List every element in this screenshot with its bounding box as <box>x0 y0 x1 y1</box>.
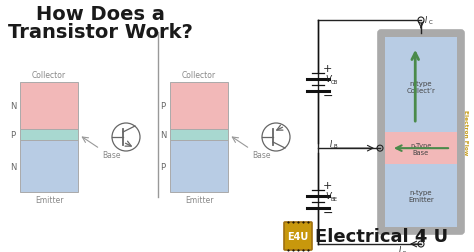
Text: Collector: Collector <box>182 71 216 80</box>
Bar <box>385 38 457 133</box>
Text: +: + <box>323 63 332 73</box>
Text: −: − <box>323 90 334 103</box>
Text: Transistor Work?: Transistor Work? <box>8 23 192 42</box>
Text: CB: CB <box>331 80 338 85</box>
FancyBboxPatch shape <box>378 31 464 234</box>
Bar <box>170 83 228 130</box>
Text: I: I <box>425 15 427 24</box>
Text: Base: Base <box>102 150 120 159</box>
Text: B: B <box>334 143 337 148</box>
Text: I: I <box>330 139 332 148</box>
Text: P: P <box>160 102 165 111</box>
Text: P: P <box>160 162 165 171</box>
Text: Emitter: Emitter <box>35 195 63 204</box>
Text: How Does a: How Does a <box>36 5 164 24</box>
FancyBboxPatch shape <box>284 222 312 250</box>
Bar <box>20 83 78 130</box>
Text: Emitter: Emitter <box>185 195 213 204</box>
Bar <box>385 133 457 165</box>
Text: Base: Base <box>252 150 271 159</box>
Text: n-type
Collect’r: n-type Collect’r <box>407 80 436 94</box>
Text: −: − <box>323 206 334 219</box>
Bar <box>170 141 228 192</box>
Text: I: I <box>399 245 401 252</box>
Text: N: N <box>160 131 166 140</box>
Text: E: E <box>403 250 406 252</box>
Bar <box>20 130 78 141</box>
Text: N: N <box>10 102 16 111</box>
Text: P: P <box>10 131 16 140</box>
Text: V: V <box>325 75 331 84</box>
Text: n-Type
Base: n-Type Base <box>410 142 432 155</box>
Text: V: V <box>325 191 331 200</box>
Bar <box>170 130 228 141</box>
Text: C: C <box>429 19 433 24</box>
Bar <box>20 141 78 192</box>
Text: Electrical 4 U: Electrical 4 U <box>315 227 448 245</box>
Text: +: + <box>323 180 332 190</box>
Text: Collector: Collector <box>32 71 66 80</box>
Bar <box>385 165 457 227</box>
Text: Electron Flow: Electron Flow <box>464 110 468 155</box>
Text: N: N <box>10 162 16 171</box>
Text: n-type
Emitter: n-type Emitter <box>408 189 434 203</box>
Text: E4U: E4U <box>287 231 309 241</box>
Text: BE: BE <box>331 196 338 201</box>
